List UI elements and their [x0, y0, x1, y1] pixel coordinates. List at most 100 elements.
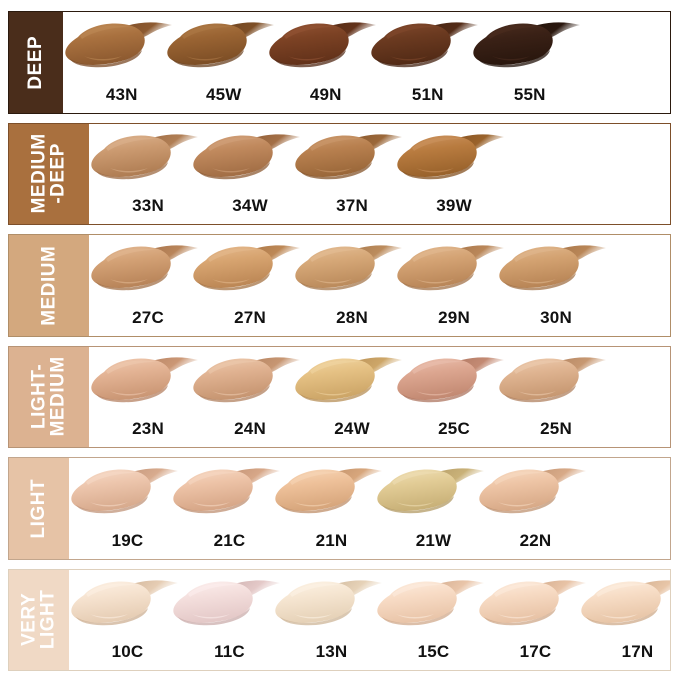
shade-swatch[interactable]: 27C: [91, 241, 199, 336]
shade-swatch[interactable]: 25N: [499, 353, 607, 448]
swatch-smear-icon: [372, 464, 490, 526]
shade-swatch[interactable]: 45W: [167, 18, 275, 113]
shade-code: 30N: [540, 307, 572, 327]
shade-code: 43N: [105, 84, 138, 104]
shade-row: DEEP 43N 45W 49N 51N 55N: [8, 11, 671, 114]
shade-code: 27N: [234, 307, 266, 327]
swatch-smear-icon: [66, 464, 184, 526]
swatch-strip: 19C 21C 21N 21W 22N: [69, 458, 671, 559]
shade-swatch[interactable]: 25C: [397, 353, 505, 448]
shade-code: 28N: [336, 307, 368, 327]
shade-code: 24W: [334, 419, 370, 438]
swatch-smear-icon: [66, 576, 184, 638]
shade-code: 49N: [309, 84, 342, 104]
swatch-smear-icon: [366, 18, 484, 80]
swatch-smear-icon: [474, 464, 592, 526]
shade-code: 39W: [436, 196, 472, 215]
shade-code: 17N: [621, 642, 654, 661]
shade-swatch[interactable]: 37N: [295, 130, 403, 225]
shade-swatch[interactable]: 24W: [295, 353, 403, 448]
shade-swatch[interactable]: 10C: [70, 576, 179, 671]
category-tab-medium: MEDIUM: [9, 235, 90, 336]
swatch-smear-icon: [86, 130, 204, 192]
swatch-smear-icon: [86, 353, 204, 415]
shade-swatch[interactable]: 30N: [499, 241, 607, 336]
shade-swatch[interactable]: 28N: [295, 241, 403, 336]
swatch-smear-icon: [270, 576, 388, 638]
shade-swatch[interactable]: 33N: [91, 130, 199, 225]
shade-code: 19C: [111, 530, 144, 550]
swatch-smear-icon: [474, 576, 592, 638]
category-tab-very-light: VERY LIGHT: [9, 569, 69, 670]
shade-swatch[interactable]: 43N: [65, 18, 173, 113]
shade-code: 24N: [234, 419, 266, 438]
shade-swatch[interactable]: 19C: [70, 464, 179, 559]
swatch-smear-icon: [392, 130, 510, 192]
swatch-smear-icon: [168, 576, 286, 638]
shade-code: 17C: [519, 642, 552, 661]
swatch-smear-icon: [290, 130, 408, 192]
shade-code: 13N: [315, 642, 348, 661]
swatch-strip: 27C 27N 28N 29N 30N: [89, 235, 670, 336]
shade-code: 23N: [132, 419, 164, 438]
category-label: DEEP: [25, 35, 47, 90]
swatch-smear-icon: [392, 241, 510, 303]
swatch-smear-icon: [162, 18, 280, 80]
shade-code: 21W: [415, 530, 452, 550]
shade-swatch[interactable]: 11C: [172, 576, 281, 671]
swatch-strip: 33N 34W 37N 39W: [89, 124, 670, 225]
shade-swatch[interactable]: 24N: [193, 353, 301, 448]
shade-row: VERY LIGHT 10C 11C 13N 15C 17C 17N: [8, 568, 671, 671]
shade-row: MEDIUM -DEEP 33N 34W 37N 39W: [8, 122, 671, 225]
swatch-smear-icon: [290, 241, 408, 303]
shade-code: 10C: [111, 642, 144, 661]
shade-code: 25N: [540, 419, 572, 438]
shade-code: 29N: [438, 307, 470, 327]
shade-code: 51N: [411, 84, 444, 104]
shade-swatch[interactable]: 55N: [473, 18, 581, 113]
category-tab-deep: DEEP: [9, 12, 63, 113]
shade-row: LIGHT- MEDIUM 23N 24N 24W 25C 25N: [8, 345, 671, 448]
swatch-smear-icon: [188, 353, 306, 415]
category-label: MEDIUM: [38, 245, 60, 326]
shade-swatch[interactable]: 17N: [580, 576, 670, 671]
shade-swatch[interactable]: 21N: [274, 464, 383, 559]
shade-row: MEDIUM 27C 27N 28N 29N 30N: [8, 234, 671, 337]
category-label: LIGHT: [28, 478, 50, 539]
shade-code: 37N: [336, 196, 368, 215]
swatch-smear-icon: [60, 18, 178, 80]
swatch-strip: 43N 45W 49N 51N 55N: [63, 12, 670, 113]
swatch-smear-icon: [576, 576, 670, 638]
swatch-smear-icon: [372, 576, 490, 638]
shade-code: 27C: [132, 307, 164, 327]
shade-swatch[interactable]: 13N: [274, 576, 383, 671]
shade-swatch[interactable]: 21W: [376, 464, 485, 559]
swatch-smear-icon: [392, 353, 510, 415]
shade-row: LIGHT 19C 21C 21N 21W 22N: [8, 457, 671, 560]
swatch-smear-icon: [264, 18, 382, 80]
shade-swatch[interactable]: 17C: [478, 576, 587, 671]
swatch-smear-icon: [270, 464, 388, 526]
shade-code: 11C: [214, 642, 245, 661]
swatch-smear-icon: [168, 464, 286, 526]
shade-swatch[interactable]: 39W: [397, 130, 505, 225]
swatch-smear-icon: [494, 353, 612, 415]
shade-swatch[interactable]: 15C: [376, 576, 485, 671]
shade-code: 34W: [232, 196, 268, 215]
swatch-smear-icon: [188, 241, 306, 303]
swatch-smear-icon: [188, 130, 306, 192]
shade-swatch[interactable]: 27N: [193, 241, 301, 336]
shade-swatch[interactable]: 34W: [193, 130, 301, 225]
shade-code: 21N: [315, 530, 348, 550]
shade-swatch[interactable]: 49N: [269, 18, 377, 113]
shade-swatch[interactable]: 22N: [478, 464, 587, 559]
category-label: VERY LIGHT: [18, 590, 59, 650]
shade-swatch[interactable]: 29N: [397, 241, 505, 336]
swatch-smear-icon: [494, 241, 612, 303]
shade-swatch[interactable]: 23N: [91, 353, 199, 448]
swatch-smear-icon: [468, 18, 586, 80]
shade-swatch[interactable]: 51N: [371, 18, 479, 113]
shade-swatch[interactable]: 21C: [172, 464, 281, 559]
category-label: LIGHT- MEDIUM: [28, 356, 70, 437]
